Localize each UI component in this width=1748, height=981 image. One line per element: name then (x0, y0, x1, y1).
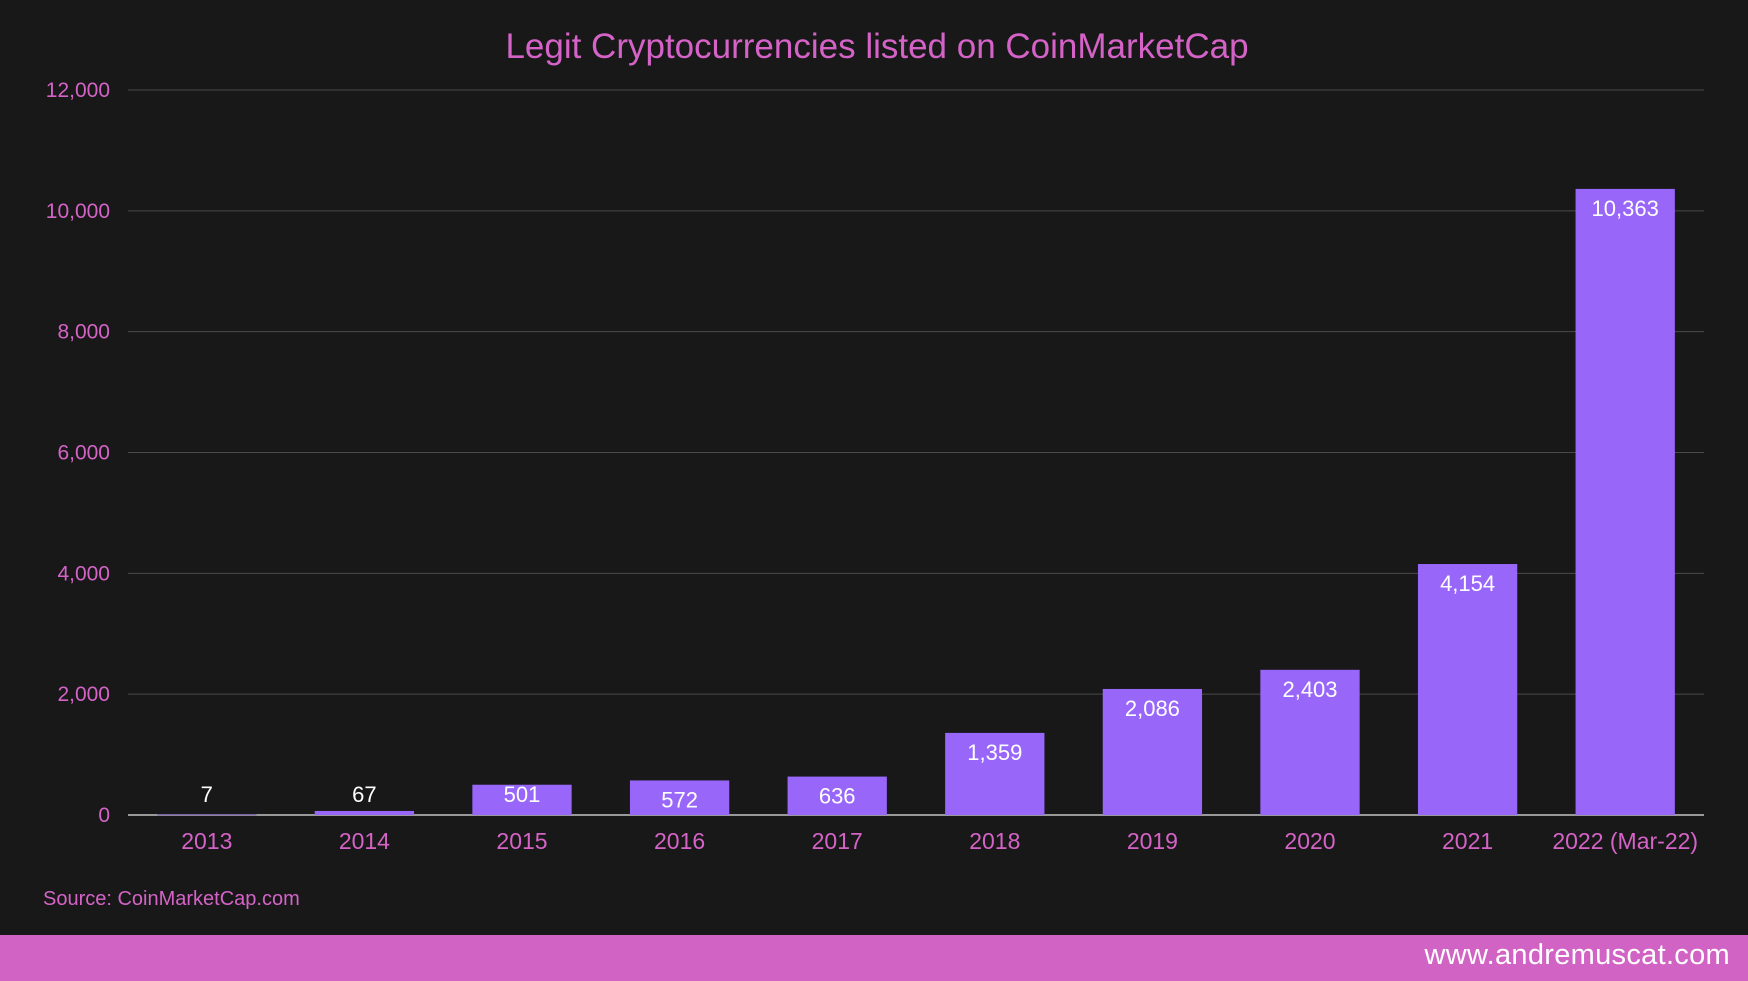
y-tick-label: 12,000 (46, 79, 110, 102)
y-axis-tick-labels: 0 2,000 4,000 6,000 8,000 10,000 12,000 (46, 79, 110, 827)
chart-title: Legit Cryptocurrencies listed on CoinMar… (505, 27, 1248, 66)
bar-2015 (472, 784, 572, 815)
data-label: 67 (352, 782, 376, 807)
y-tick-label: 2,000 (57, 683, 110, 706)
data-labels: 7 67 501 572 636 1,359 2,086 2,403 4,154 10,363 (201, 196, 1659, 813)
data-label: 10,363 (1592, 196, 1659, 221)
data-label: 2,403 (1282, 677, 1337, 702)
data-label: 572 (661, 787, 698, 812)
x-tick-label: 2021 (1442, 828, 1493, 854)
data-label: 1,359 (967, 740, 1022, 765)
data-label: 501 (504, 782, 541, 807)
data-label: 7 (201, 782, 213, 807)
x-axis-tick-labels: 2013 2014 2015 2016 2017 2018 2019 2020 2021 2022… (181, 828, 1698, 854)
bar-2019 (1102, 688, 1203, 815)
y-tick-label: 10,000 (46, 200, 110, 223)
footer-url: www.andremuscat.com (1424, 939, 1730, 971)
bar-2022 (1575, 188, 1675, 815)
x-tick-label: 2015 (496, 828, 547, 854)
x-tick-label: 2014 (339, 828, 390, 854)
footer-band: www.andremuscat.com (0, 935, 1748, 981)
y-tick-label: 6,000 (57, 442, 110, 465)
bar-2018 (945, 732, 1045, 815)
data-label: 636 (819, 784, 856, 809)
data-label: 4,154 (1440, 571, 1495, 596)
bar-2013 (157, 814, 257, 816)
bar-2014 (314, 810, 415, 815)
y-tick-label: 0 (98, 804, 110, 827)
source-note: Source: CoinMarketCap.com (43, 888, 300, 910)
data-label: 2,086 (1125, 696, 1180, 721)
bar-2021 (1417, 564, 1518, 815)
bar-2020 (1260, 669, 1360, 815)
x-tick-label: 2017 (812, 828, 863, 854)
x-tick-label: 2016 (654, 828, 705, 854)
x-tick-label: 2020 (1284, 828, 1335, 854)
bar-2016 (629, 780, 730, 815)
y-tick-label: 4,000 (57, 562, 110, 585)
x-tick-label: 2013 (181, 828, 232, 854)
bar-2017 (787, 776, 887, 815)
y-tick-label: 8,000 (57, 321, 110, 344)
x-tick-label: 2018 (969, 828, 1020, 854)
x-tick-label: 2022 (Mar-22) (1552, 828, 1698, 854)
x-tick-label: 2019 (1127, 828, 1178, 854)
bars (157, 188, 1675, 816)
